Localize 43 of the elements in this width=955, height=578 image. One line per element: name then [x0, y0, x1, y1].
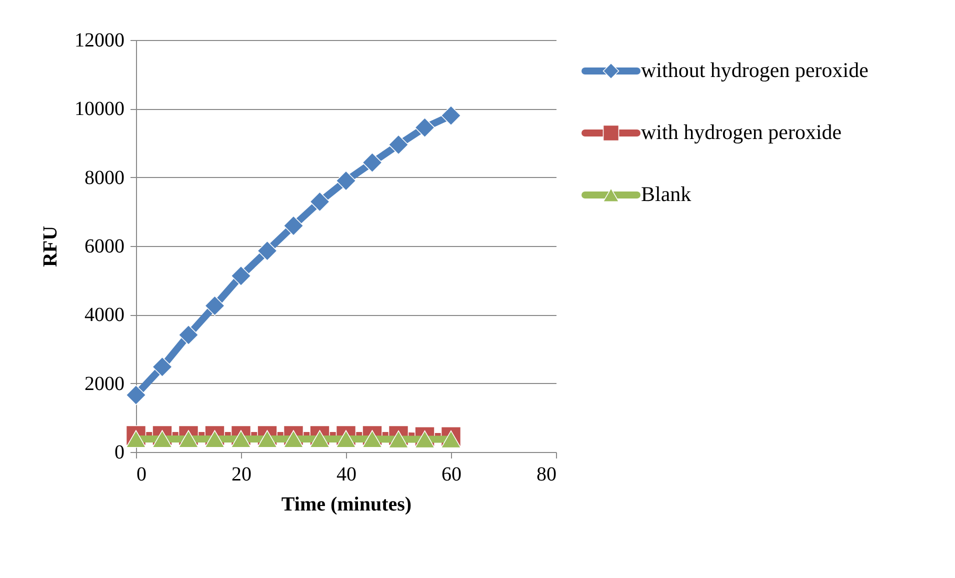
point [230, 266, 252, 286]
point [126, 430, 146, 448]
point [178, 324, 199, 346]
point [126, 384, 146, 406]
x-tick-label: 80 [536, 464, 556, 486]
x-tick-label: 40 [336, 464, 356, 486]
point [283, 216, 304, 236]
y-tick-label: 12000 [74, 30, 124, 52]
point [178, 430, 199, 448]
x-tick-label: 20 [232, 464, 252, 486]
x-tick-label: 0 [136, 464, 146, 486]
point [204, 430, 225, 448]
point [230, 430, 252, 448]
y-tick-label: 6000 [84, 236, 124, 258]
point [362, 430, 382, 448]
point [310, 192, 330, 212]
legend-label: with hydrogen peroxide [641, 120, 842, 144]
point [388, 430, 409, 448]
point [414, 117, 435, 138]
y-tick-label: 0 [114, 442, 124, 464]
x-tick-label: 60 [442, 464, 462, 486]
legend-label: without hydrogen peroxide [641, 58, 868, 82]
y-axis-title: RFU [40, 226, 62, 268]
y-tick-label: 10000 [74, 98, 124, 120]
point [440, 430, 462, 448]
point [257, 430, 278, 448]
point [257, 240, 278, 261]
point [204, 296, 225, 316]
x-axis-title: Time (minutes) [281, 494, 412, 516]
point [336, 170, 356, 191]
legend-label: Blank [641, 182, 692, 206]
point [310, 430, 330, 448]
y-tick-label: 8000 [84, 166, 124, 189]
point [414, 430, 435, 448]
y-tick-label: 2000 [84, 372, 124, 395]
point [283, 430, 304, 448]
point [362, 152, 382, 173]
point [388, 134, 409, 155]
y-tick-label: 4000 [84, 304, 124, 326]
point [152, 430, 172, 448]
point [336, 430, 356, 448]
point [152, 356, 172, 377]
point [440, 105, 462, 126]
